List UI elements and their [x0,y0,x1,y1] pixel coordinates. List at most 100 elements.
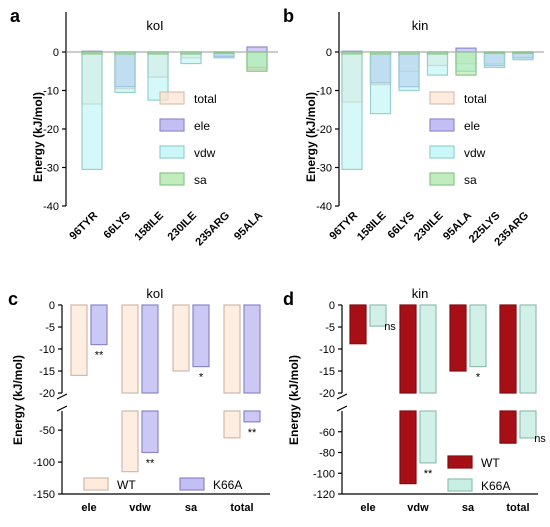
panel-b-category-label: 230ILE [412,210,446,244]
panel-a-ytick-label: -10 [43,86,59,98]
panel-b-legend-label-vdw: vdw [464,146,486,160]
panel-b-legend-swatch-sa [429,172,455,186]
panel-b-category-label: 66LYS [386,210,418,242]
panel-b-ytick-label: -20 [316,124,332,136]
panel-b-bar-sa [369,51,392,55]
panel-b-label: b [283,6,294,26]
panel-a-category-label: 235ARG [193,210,232,249]
panel-b-bar-sa [341,51,363,55]
panel-c-bar-K66A [243,304,261,394]
panel-c-ytick-label: -150 [33,489,55,501]
panel-d-significance-label: * [476,372,481,384]
panel-c-ytick-label: -10 [39,344,55,356]
panel-d-significance-label: ns [384,321,396,333]
panel-a-bar-sa [246,51,268,72]
panel-d-legend-swatch-K66A [447,478,473,492]
panel-d-ytick-label: -60 [319,427,335,439]
panel-d-ytick-label: -100 [313,468,335,480]
panel-c-ytick-label: -5 [45,322,55,334]
panel-d-legend-label-K66A: K66A [481,479,510,493]
panel-d-ytick-label: -5 [325,322,335,334]
panel-d-ytick-label: -80 [319,448,335,460]
panel-b-bar-sa [512,51,534,54]
panel-d-bar-K66A [369,304,387,327]
panel-c-title: koI [146,286,163,301]
panel-c-category-label: sa [185,502,198,514]
panel-d-category-label: sa [462,502,475,514]
panel-a-ytick-label: -40 [43,201,59,213]
panel-c-bar-WT [223,304,241,394]
panel-a-ytick-label: -30 [43,163,59,175]
panel-b-legend-swatch-vdw [429,145,455,159]
panel-c-label: c [8,289,18,309]
panel-b-bar-sa [455,51,477,76]
panel-d-axis-break [336,405,348,412]
panel-c-bar-K66A [141,304,159,394]
panel-d-label: d [283,289,294,309]
panel-b-ytick-label: -10 [316,86,332,98]
panel-d-bar-K66A [519,304,537,394]
panel-a-legend-swatch-vdw [159,145,185,159]
panel-c-ytick-label: -15 [39,366,55,378]
panel-c-bar-WT [121,304,139,394]
panel-d-ytick-label: -10 [319,344,335,356]
panel-a-legend-swatch-ele [159,118,185,132]
panel-a-bar-sa [213,51,235,54]
panel-d-category-label: vdw [407,502,429,514]
panel-b-bar-vdw [341,51,363,171]
panel-b-legend-label-sa: sa [464,173,477,187]
panel-d-bar-WT [449,304,467,372]
panel-a-bar-sa [114,51,136,55]
panel-c-bar-WT [172,304,190,372]
panel-a-category-label: 158ILE [133,210,167,244]
panel-a-legend-swatch-total [159,91,185,105]
panel-d-ylabel: Energy (kJ/mol) [287,355,301,445]
panel-d-ytick-label: 0 [329,300,335,312]
panel-d-bar-K66A [469,304,487,368]
panel-a-bar-sa [81,51,103,55]
panel-c-bar-WT [223,410,241,439]
panel-b-category-label: 96TYR [327,210,360,243]
panel-a-legend-label-ele: ele [194,119,210,133]
panel-d-bar-WT [499,304,517,394]
panel-b-legend-label-ele: ele [464,119,480,133]
panel-a-bar-sa [147,51,169,55]
panel-d-bar-WT [399,410,417,485]
panel-d-bar-WT [499,410,517,444]
panel-d-title: kin [412,286,429,301]
panel-c-significance-label: ** [248,427,257,439]
panel-c-legend-swatch-WT [83,477,109,491]
panel-d-significance-label: ns [534,433,546,445]
panel-b-legend-swatch-ele [429,118,455,132]
panel-d-axis-break [336,393,348,400]
panel-c-legend-label-K66A: K66A [213,478,242,492]
panel-c-bar-WT [70,304,88,377]
panel-d-bar-K66A [419,304,437,394]
panel-d-bar-K66A [519,410,537,439]
panel-a-legend-swatch-sa [159,172,185,186]
panel-c-significance-label: * [199,372,204,384]
panel-c-legend-swatch-K66A [179,477,205,491]
panel-c-bar-K66A [90,304,108,346]
panel-b-title: kin [412,18,429,33]
panel-c-axis-break [56,393,68,400]
panel-a-label: a [10,6,21,26]
panel-b-ytick-label: -40 [316,201,332,213]
panel-d-bar-K66A [419,410,437,464]
panel-c-axis-break [56,405,68,412]
panel-a-legend-label-total: total [194,92,217,106]
panel-d-category-label: ele [360,502,375,514]
panel-b-bar-vdw [426,51,449,76]
panel-a-ylabel: Energy (kJ/mol) [31,92,45,182]
panel-c-ylabel: Energy (kJ/mol) [11,355,25,445]
panel-b-ylabel: Energy (kJ/mol) [304,92,318,182]
panel-a-bar-sa [180,51,202,55]
panel-a-category-label: 66LYS [102,210,134,242]
panel-b-bar-vdw [369,51,392,115]
panel-c-significance-label: ** [146,458,155,470]
panel-c-category-label: vdw [129,502,151,514]
panel-a-category-label: 95ALA [232,210,265,243]
panel-c-ytick-label: -20 [39,388,55,400]
panel-a-ytick-label: -20 [43,124,59,136]
